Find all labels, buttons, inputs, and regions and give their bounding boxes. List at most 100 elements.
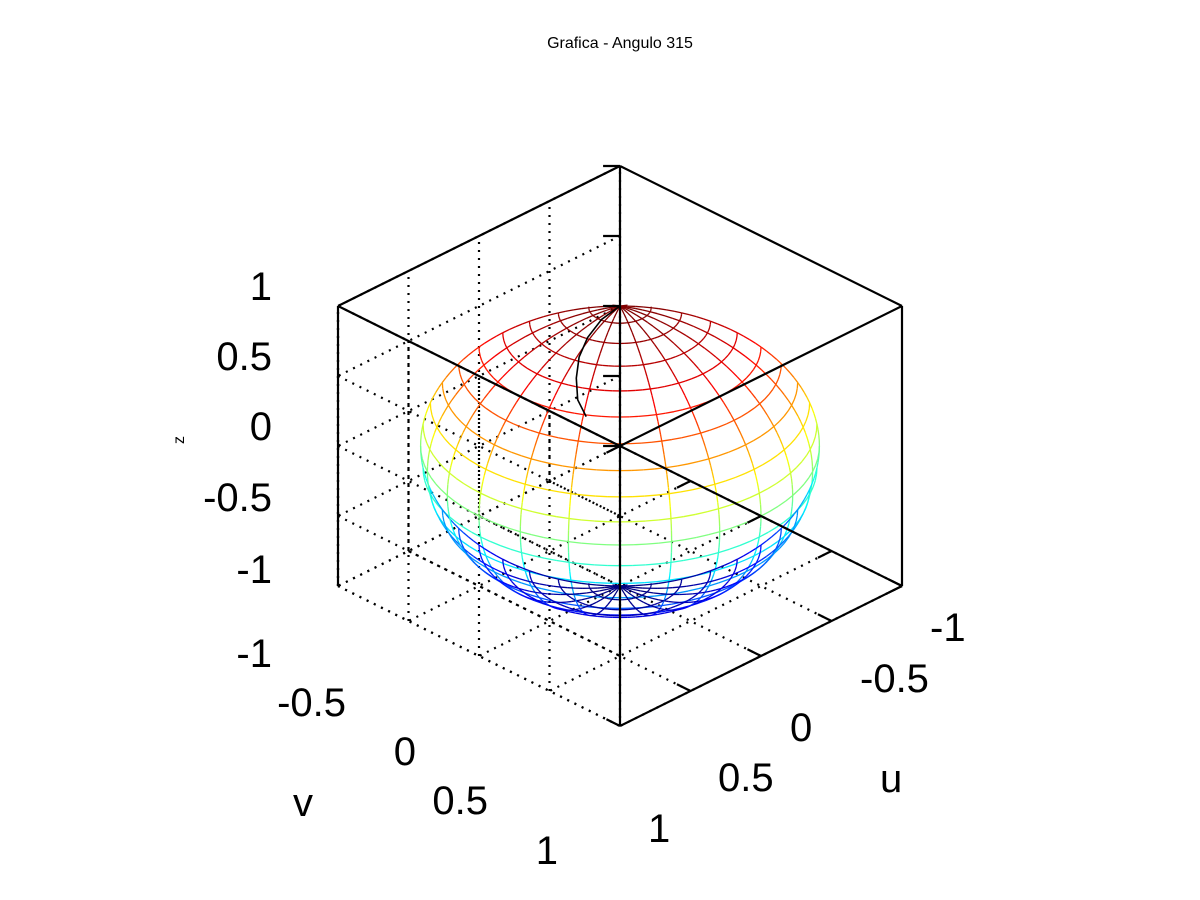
mesh-meridian-segment <box>715 593 720 597</box>
mesh-meridian-segment <box>553 585 561 588</box>
mesh-meridian-segment <box>422 418 426 425</box>
mesh-parallel-segment <box>494 444 504 450</box>
mesh-meridian-segment <box>487 559 491 565</box>
mesh-parallel-segment <box>590 589 593 592</box>
mesh-parallel-segment <box>556 516 570 520</box>
mesh-parallel-segment <box>727 577 732 582</box>
mesh-meridian-segment <box>532 598 538 602</box>
mesh-meridian-segment <box>741 576 748 581</box>
v-tick-label: -0.5 <box>277 681 346 725</box>
mesh-meridian-segment <box>551 394 556 402</box>
mesh-parallel-segment <box>671 437 682 441</box>
mesh-meridian-segment <box>663 454 666 462</box>
mesh-parallel-segment <box>758 487 769 494</box>
mesh-meridian-segment <box>684 606 688 609</box>
mesh-meridian-segment <box>685 335 693 341</box>
mesh-parallel-segment <box>535 486 548 491</box>
mesh-meridian-segment <box>483 360 490 366</box>
mesh-parallel-segment <box>594 520 608 523</box>
mesh-meridian-segment <box>751 463 755 470</box>
mesh-meridian-segment <box>559 327 567 333</box>
mesh-meridian-segment <box>663 597 666 601</box>
mesh-parallel-segment <box>449 443 457 451</box>
mesh-meridian-segment <box>706 378 713 386</box>
mesh-meridian-segment <box>550 312 559 316</box>
mesh-parallel-segment <box>445 399 449 406</box>
mesh-meridian-segment <box>436 421 440 428</box>
mesh-parallel-segment <box>562 324 566 327</box>
mesh-meridian-segment <box>631 594 636 599</box>
mesh-parallel-segment <box>779 533 782 539</box>
mesh-meridian-segment <box>686 584 694 587</box>
mesh-meridian-segment <box>502 581 509 586</box>
mesh-parallel-segment <box>706 551 719 557</box>
mesh-meridian-segment <box>811 478 815 485</box>
mesh-meridian-segment <box>518 356 525 363</box>
mesh-meridian-segment <box>536 316 544 320</box>
mesh-meridian-segment <box>619 304 628 307</box>
mesh-meridian-segment <box>455 540 461 546</box>
mesh-meridian-segment <box>760 540 767 546</box>
mesh-parallel-segment <box>802 420 807 428</box>
mesh-meridian-segment <box>691 339 699 345</box>
mesh-parallel-segment <box>718 548 730 554</box>
mesh-parallel-segment <box>654 360 661 364</box>
mesh-parallel-segment <box>568 517 582 521</box>
mesh-parallel-segment <box>683 536 697 541</box>
mesh-meridian-segment <box>524 570 528 576</box>
mesh-meridian-segment <box>528 582 532 587</box>
mesh-parallel-segment <box>691 432 701 437</box>
mesh-meridian-segment <box>479 567 485 573</box>
mesh-meridian-segment <box>587 388 591 396</box>
mesh-meridian-segment <box>648 382 651 390</box>
mesh-meridian-segment <box>668 600 675 603</box>
mesh-meridian-segment <box>478 559 485 564</box>
mesh-parallel-segment <box>665 465 678 469</box>
mesh-meridian-segment <box>802 508 806 514</box>
mesh-parallel-segment <box>777 500 787 507</box>
mesh-meridian-segment <box>674 376 680 384</box>
mesh-parallel-segment <box>575 612 583 616</box>
v-tick-label: 0.5 <box>432 779 488 823</box>
mesh-meridian-segment <box>816 423 819 430</box>
mesh-meridian-segment <box>599 609 603 613</box>
mesh-meridian-segment <box>522 567 530 572</box>
mesh-meridian-segment <box>745 444 749 452</box>
mesh-parallel-segment <box>582 580 596 584</box>
mesh-meridian-segment <box>739 575 744 580</box>
mesh-parallel-segment <box>674 603 680 607</box>
mesh-meridian-segment <box>803 494 808 500</box>
mesh-parallel-segment <box>783 443 791 451</box>
mesh-parallel-segment <box>459 373 463 380</box>
mesh-meridian-segment <box>586 613 589 616</box>
mesh-meridian-segment <box>478 544 486 550</box>
mesh-meridian-segment <box>736 555 744 560</box>
mesh-meridian-segment <box>742 438 747 446</box>
mesh-parallel-segment <box>637 319 640 322</box>
mesh-meridian-segment <box>719 591 724 596</box>
mesh-meridian-segment <box>494 568 502 573</box>
mesh-parallel-segment <box>632 495 645 498</box>
mesh-parallel-segment <box>503 566 506 571</box>
mesh-meridian-segment <box>606 307 614 311</box>
mesh-meridian-segment <box>721 585 728 589</box>
mesh-parallel-segment <box>568 561 582 565</box>
mesh-meridian-segment <box>586 591 594 594</box>
mesh-parallel-segment <box>721 357 726 363</box>
mesh-parallel-segment <box>753 562 762 569</box>
mesh-meridian-segment <box>651 395 655 402</box>
mesh-meridian-segment <box>813 413 817 419</box>
mesh-parallel-segment <box>749 369 755 375</box>
mesh-parallel-segment <box>724 354 729 359</box>
mesh-parallel-segment <box>564 605 570 609</box>
mesh-meridian-segment <box>519 390 525 397</box>
mesh-parallel-segment <box>762 546 771 552</box>
mesh-parallel-segment <box>791 399 795 406</box>
mesh-meridian-segment <box>787 521 790 527</box>
v-tick-mark <box>887 585 903 594</box>
mesh-meridian-segment <box>575 447 578 455</box>
mesh-meridian-segment <box>789 372 795 379</box>
mesh-meridian-segment <box>566 324 574 329</box>
mesh-meridian-segment <box>560 342 567 349</box>
mesh-meridian-segment <box>668 493 671 501</box>
